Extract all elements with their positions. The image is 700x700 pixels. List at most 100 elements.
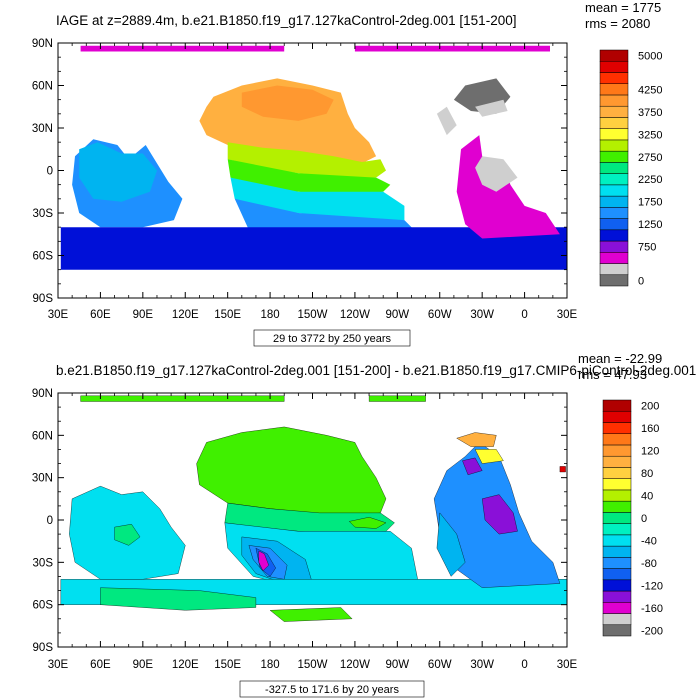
- panel-iage: IAGE at z=2889.4m, b.e21.B1850.f19_g17.1…: [32, 0, 662, 347]
- colorbar-swatch: [602, 602, 632, 614]
- y-tick-label: 90S: [33, 642, 54, 654]
- map-plot: 30E 60E 90E 120E 150E 180 150W 120W 90W 60W 30W 0 30…: [32, 388, 578, 671]
- colorbar-swatch: [599, 274, 629, 287]
- colorbar-label: -200: [641, 625, 663, 637]
- x-tick-label: 90W: [386, 659, 410, 671]
- colorbar-label: 0: [638, 275, 644, 287]
- colorbar-swatch: [602, 489, 632, 502]
- colorbar-swatch: [599, 195, 629, 208]
- y-tick-label: 30S: [33, 557, 54, 569]
- region-north-atlantic-orange: [456, 432, 497, 447]
- x-tick-label: 0: [521, 659, 527, 671]
- region-arctic-strip-east: [354, 45, 550, 52]
- x-tick-label: 30W: [470, 659, 494, 671]
- colorbar-swatch: [599, 263, 629, 276]
- colorbar-swatch: [602, 410, 632, 423]
- colorbar-swatch: [599, 49, 629, 62]
- mean-stat: mean = 1775: [585, 0, 661, 15]
- region-equatorial-bright: [348, 517, 387, 529]
- region-labrador-grey: [475, 99, 508, 117]
- colorbar-swatch: [599, 60, 629, 73]
- x-tick-label: 150W: [297, 659, 327, 671]
- colorbar-label: -160: [641, 603, 663, 615]
- region-arctic-strip: [80, 395, 285, 402]
- note-box: [253, 329, 411, 347]
- y-tick-label: 30N: [32, 473, 53, 485]
- colorbar-swatch: [602, 512, 632, 524]
- region-southern-ocean: [60, 227, 568, 270]
- colorbar-swatch: [599, 128, 629, 141]
- note-box: [239, 680, 425, 698]
- x-tick-label: 60W: [428, 659, 452, 671]
- region-arctic-strip: [80, 45, 285, 52]
- colorbar-swatch: [602, 422, 632, 434]
- x-tick-label: 30E: [557, 309, 578, 321]
- colorbar-swatch: [602, 557, 632, 569]
- colorbar-label: 5000: [638, 51, 662, 63]
- x-tick-label: 90E: [133, 309, 154, 321]
- contour-note: 29 to 3772 by 250 years: [273, 333, 392, 345]
- colorbar-swatch: [599, 105, 629, 118]
- rms-stat: rms = 47.93: [578, 367, 647, 382]
- colorbar-swatch: [599, 150, 629, 163]
- rms-stat: rms = 2080: [585, 16, 650, 31]
- x-tick-label: 0: [521, 309, 527, 321]
- y-tick-label: 30N: [32, 123, 53, 135]
- colorbar-label: 160: [641, 423, 659, 435]
- x-tick-label: 120W: [340, 659, 370, 671]
- region-equatorial-pacific: [227, 142, 386, 178]
- region-labrador-purple: [462, 457, 483, 476]
- y-tick-label: 90S: [33, 293, 54, 305]
- colorbar-label: 120: [641, 446, 659, 458]
- colorbar-label: 3750: [638, 107, 662, 119]
- colorbar-swatch: [602, 545, 632, 558]
- colorbar-swatch: [602, 523, 632, 536]
- panel-title: IAGE at z=2889.4m, b.e21.B1850.f19_g17.1…: [56, 13, 516, 28]
- colorbar-swatch: [602, 534, 632, 547]
- colorbar-label: 80: [641, 468, 653, 480]
- colorbar-swatch: [599, 117, 629, 129]
- x-tick-label: 60E: [90, 309, 111, 321]
- colorbar-label: 40: [641, 491, 653, 503]
- colorbar-swatch: [599, 229, 629, 242]
- x-tick-label: 120E: [172, 659, 199, 671]
- colorbar-label: -80: [641, 558, 657, 570]
- x-tick-label: 30E: [48, 659, 69, 671]
- x-tick-label: 150E: [214, 309, 241, 321]
- colorbar-label: 1250: [638, 219, 662, 231]
- colorbar-swatch: [599, 162, 629, 174]
- x-tick-label: 150W: [297, 309, 327, 321]
- colorbar-label: -120: [641, 580, 663, 592]
- x-tick-label: 120W: [340, 309, 370, 321]
- y-tick-label: 0: [47, 515, 53, 527]
- colorbar-swatch: [602, 590, 632, 603]
- y-tick-label: 60S: [33, 600, 54, 612]
- region-southern-ocean-green: [100, 587, 257, 611]
- colorbar-swatch: [599, 94, 629, 107]
- y-tick-label: 60S: [33, 251, 54, 263]
- region-north-atlantic-yellow: [474, 449, 504, 464]
- colorbar-swatch: [602, 568, 632, 581]
- colorbar-swatch: [602, 500, 632, 513]
- colorbar-swatch: [599, 139, 629, 152]
- colorbar-label: 1750: [638, 197, 662, 209]
- panel-difference: b.e21.B1850.f19_g17.127kaControl-2deg.00…: [32, 351, 700, 698]
- y-tick-label: 30S: [33, 208, 54, 220]
- colorbar-swatch: [602, 478, 632, 491]
- colorbar-swatch: [602, 455, 632, 468]
- colorbar-label: 200: [641, 401, 659, 413]
- colorbar-label: 2250: [638, 174, 662, 186]
- colorbar-swatch: [602, 624, 632, 637]
- x-tick-label: 180: [260, 659, 279, 671]
- y-tick-label: 90N: [32, 388, 53, 400]
- colorbar-label: 4250: [638, 84, 662, 96]
- colorbar: -200 -160 -120 -80 -40 0 40 80 120 160 200: [602, 399, 663, 637]
- y-tick-label: 90N: [32, 38, 53, 50]
- region-north-atlantic-lightgrey: [436, 106, 457, 136]
- region-north-pacific-peak: [241, 85, 334, 121]
- region-atlantic-light: [436, 512, 466, 577]
- x-tick-label: 90W: [386, 309, 410, 321]
- y-tick-label: 60N: [32, 81, 53, 93]
- colorbar-swatch: [599, 218, 629, 231]
- region-atlantic-purple: [482, 494, 518, 535]
